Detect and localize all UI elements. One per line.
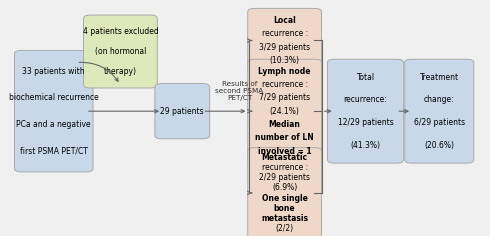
- Text: (20.6%): (20.6%): [424, 141, 454, 150]
- Text: One single: One single: [262, 194, 308, 202]
- Text: 33 patients with: 33 patients with: [23, 67, 85, 76]
- Text: (24.1%): (24.1%): [270, 107, 299, 116]
- Text: recurrence :: recurrence :: [262, 163, 308, 172]
- Text: recurrence :: recurrence :: [262, 29, 308, 38]
- FancyBboxPatch shape: [83, 15, 157, 88]
- Text: change:: change:: [424, 95, 455, 104]
- FancyBboxPatch shape: [248, 59, 321, 163]
- Text: 7/29 patients: 7/29 patients: [259, 93, 310, 102]
- Text: Results of
second PSMA
PET/CT: Results of second PSMA PET/CT: [215, 81, 264, 101]
- Text: (10.3%): (10.3%): [270, 56, 299, 65]
- FancyBboxPatch shape: [155, 84, 210, 139]
- Text: (41.3%): (41.3%): [350, 141, 381, 150]
- Text: 2/29 patients: 2/29 patients: [259, 173, 310, 182]
- Text: 12/29 patients: 12/29 patients: [338, 118, 393, 127]
- FancyBboxPatch shape: [405, 59, 474, 163]
- Text: 6/29 patients: 6/29 patients: [414, 118, 465, 127]
- Text: recurrence:: recurrence:: [343, 95, 388, 104]
- Text: Lymph node: Lymph node: [258, 67, 311, 76]
- Text: 29 patients: 29 patients: [160, 107, 204, 116]
- FancyBboxPatch shape: [15, 51, 93, 172]
- Text: (2/2): (2/2): [275, 224, 294, 233]
- Text: recurrence :: recurrence :: [262, 80, 308, 89]
- Text: 3/29 patients: 3/29 patients: [259, 43, 310, 52]
- FancyBboxPatch shape: [248, 148, 321, 236]
- Text: (6.9%): (6.9%): [272, 183, 297, 192]
- Text: Metastatic: Metastatic: [262, 153, 308, 162]
- Text: (on hormonal: (on hormonal: [95, 47, 146, 56]
- FancyBboxPatch shape: [248, 8, 321, 72]
- Text: PCa and a negative: PCa and a negative: [17, 120, 91, 129]
- Text: Treatment: Treatment: [420, 73, 459, 82]
- Text: first PSMA PET/CT: first PSMA PET/CT: [20, 147, 88, 156]
- Text: involved = 1: involved = 1: [258, 147, 312, 156]
- Text: 4 patients excluded: 4 patients excluded: [82, 27, 158, 36]
- Text: Median: Median: [269, 120, 300, 129]
- Text: biochemical recurrence: biochemical recurrence: [9, 93, 98, 102]
- FancyBboxPatch shape: [327, 59, 404, 163]
- Text: Total: Total: [357, 73, 374, 82]
- Text: Local: Local: [273, 16, 296, 25]
- Text: bone: bone: [274, 204, 295, 213]
- Text: number of LN: number of LN: [255, 133, 314, 142]
- Text: metastasis: metastasis: [261, 214, 308, 223]
- Text: therapy): therapy): [104, 67, 137, 76]
